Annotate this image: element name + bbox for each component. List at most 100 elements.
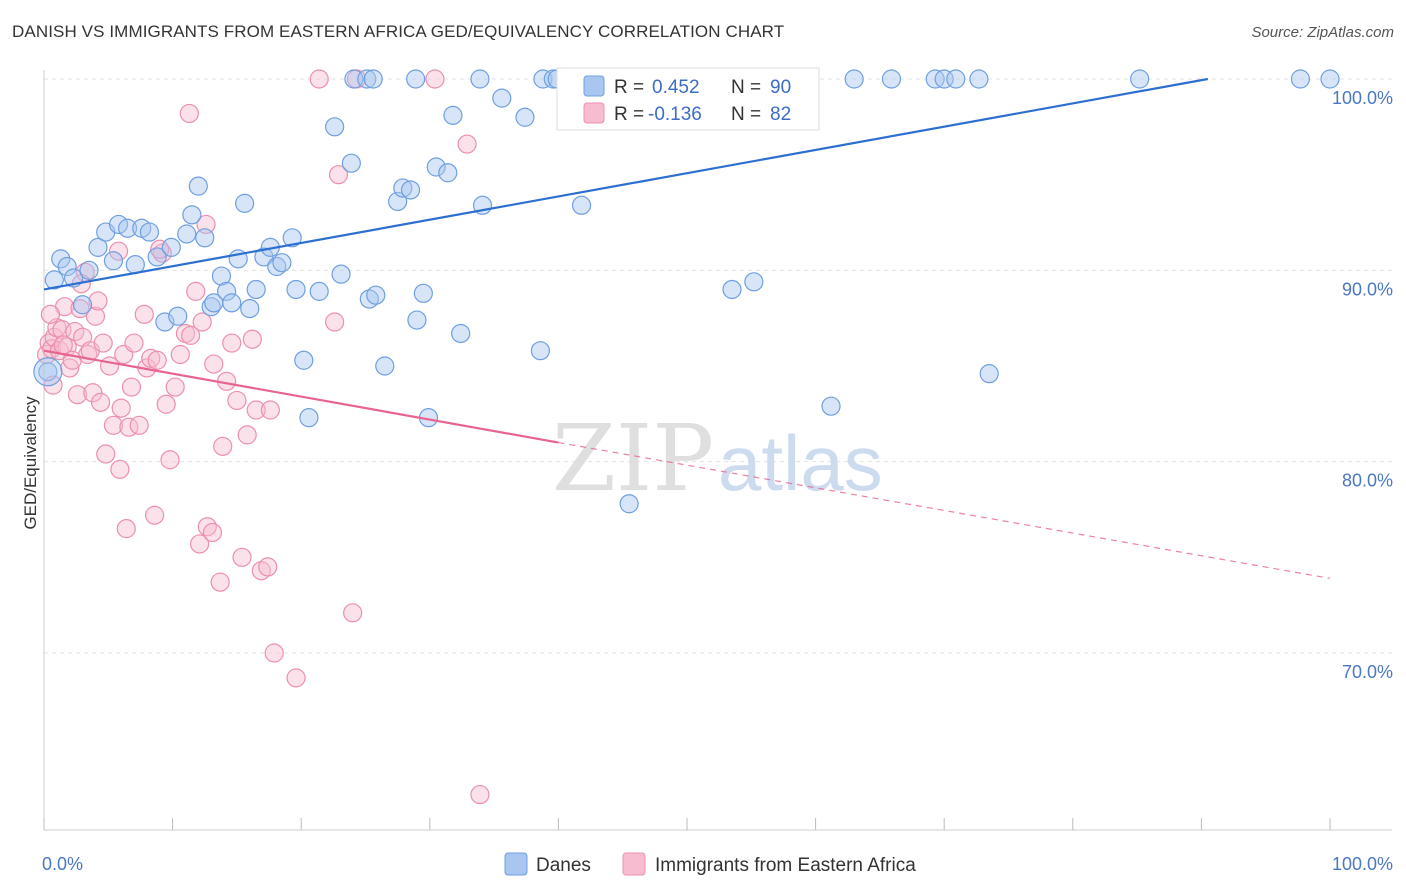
danes-point	[195, 228, 215, 248]
immigrants-point	[179, 103, 199, 124]
danes-point	[103, 251, 124, 271]
danes-point	[1130, 69, 1150, 89]
immigrants-point	[258, 557, 278, 577]
immigrants-point	[156, 394, 176, 414]
immigrants-point	[111, 398, 131, 418]
watermark-atlas: atlas	[718, 419, 883, 507]
stats-danes-n-label: N =	[731, 77, 761, 98]
immigrants-point	[90, 392, 111, 412]
immigrants-points	[36, 69, 490, 805]
danes-point	[161, 237, 181, 257]
stats-danes-r-value: 0.452	[652, 77, 700, 98]
source-credit: Source: ZipAtlas.com	[1251, 24, 1394, 41]
danes-point	[492, 88, 512, 108]
immigrants-point	[103, 415, 124, 435]
danes-point	[393, 178, 413, 198]
immigrants-point	[192, 312, 212, 332]
danes-point	[286, 279, 306, 300]
immigrants-point	[204, 354, 224, 374]
danes-point	[79, 260, 99, 280]
immigrants-point	[227, 390, 247, 411]
danes-point	[881, 69, 902, 89]
danes-point	[722, 279, 742, 300]
immigrants-point	[309, 69, 329, 89]
danes-point	[969, 69, 989, 89]
danes-point	[946, 69, 966, 89]
danes-point	[235, 193, 255, 213]
legend-danes-label: Danes	[536, 855, 591, 876]
immigrants-point	[93, 333, 113, 353]
immigrants-point	[134, 304, 154, 324]
danes-point	[844, 69, 864, 89]
immigrants-point	[83, 383, 103, 403]
y-axis-title: GED/Equivalency	[21, 396, 40, 530]
y-tick-labels: 70.0% 80.0% 90.0% 100.0%	[1332, 88, 1393, 682]
immigrants-point	[470, 784, 490, 805]
immigrants-point	[110, 459, 130, 479]
axes	[43, 70, 1392, 831]
immigrants-point	[232, 547, 252, 567]
danes-point	[57, 256, 77, 277]
stats-danes-n-value: 90	[770, 77, 791, 98]
immigrants-point	[160, 450, 180, 470]
danes-point	[117, 218, 138, 238]
danes-point	[619, 494, 639, 514]
danes-point	[426, 157, 446, 177]
danes-point	[267, 256, 287, 277]
watermark-zip: ZIP	[552, 405, 714, 512]
stats-immigrants-n-label: N =	[731, 104, 761, 125]
y-tick-label: 70.0%	[1342, 662, 1393, 682]
immigrants-point	[116, 519, 136, 539]
danes-point	[979, 364, 999, 384]
immigrants-point	[65, 321, 85, 342]
danes-point-large	[33, 357, 63, 387]
immigrants-point	[129, 415, 149, 435]
immigrants-point	[222, 333, 242, 353]
immigrants-point	[237, 425, 257, 445]
danes-point	[571, 195, 592, 215]
danes-point	[357, 69, 377, 89]
stats-danes-swatch	[583, 75, 605, 97]
danes-point	[744, 272, 764, 292]
danes-point	[139, 222, 160, 242]
legend-immigrants-swatch	[622, 852, 646, 876]
immigrants-point	[286, 668, 306, 688]
y-tick-label: 80.0%	[1342, 471, 1393, 491]
y-tick-label: 90.0%	[1342, 279, 1393, 299]
danes-point	[88, 237, 108, 257]
danes-point	[272, 253, 292, 273]
immigrants-point	[108, 241, 129, 261]
immigrants-point	[181, 325, 201, 345]
trend-lines	[43, 77, 1331, 579]
danes-point	[821, 396, 841, 416]
danes-point	[438, 163, 458, 183]
immigrants-point	[425, 69, 445, 89]
danes-point	[282, 228, 302, 248]
danes-point	[72, 295, 93, 315]
immigrants-point	[328, 165, 349, 185]
danes-point	[51, 249, 71, 269]
danes-point	[366, 285, 386, 305]
danes-point	[217, 281, 237, 301]
danes-point	[375, 356, 395, 376]
danes-point	[44, 270, 64, 290]
danes-point	[451, 323, 471, 344]
grid-lines	[44, 78, 1392, 654]
danes-point	[240, 299, 260, 319]
legend: Danes Immigrants from Eastern Africa	[504, 852, 916, 876]
immigrants-point	[186, 281, 206, 301]
immigrants-point	[325, 312, 345, 332]
stats-immigrants-r-label: R =	[614, 104, 644, 125]
immigrants-point	[88, 291, 108, 311]
danes-point	[406, 69, 426, 89]
danes-point	[177, 224, 197, 244]
immigrants-point	[40, 304, 61, 324]
danes-point	[222, 293, 242, 313]
danes-point	[363, 69, 383, 89]
danes-point	[299, 408, 319, 428]
immigrants-point	[210, 572, 230, 592]
stats-box: R = 0.452 N = 90 R = -0.136 N = 82	[556, 67, 820, 131]
stats-danes-r-label: R =	[614, 77, 644, 98]
danes-point	[38, 362, 58, 382]
